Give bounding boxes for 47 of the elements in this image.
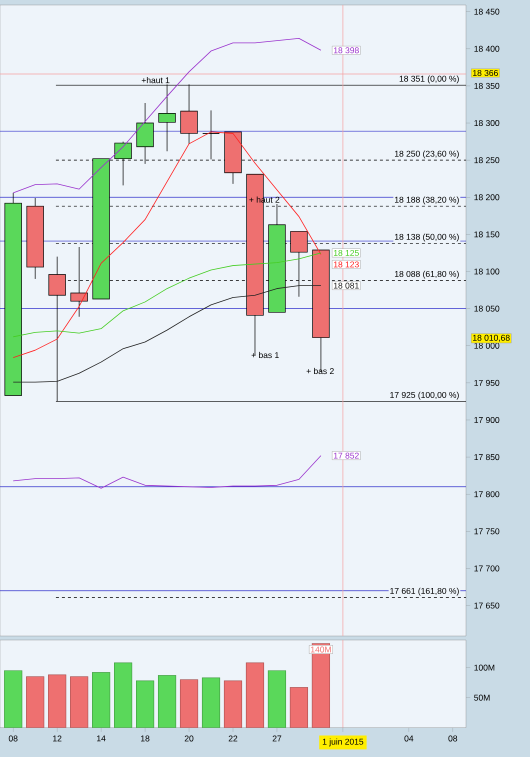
data-label: 140M — [310, 646, 331, 652]
y-tick-label: 18 350 — [474, 82, 500, 89]
data-label: 18 081 — [334, 282, 359, 289]
data-label: 18 125 — [334, 250, 359, 256]
text: 18 010,68 — [473, 334, 510, 342]
ref-line-label: 18 351 (0,00 %) — [400, 75, 459, 84]
data-label: 18 123 — [334, 261, 359, 268]
x-tick-label: 08 — [8, 735, 18, 742]
x-tick-label: 20 — [184, 735, 194, 742]
x-tick-label: 08 — [448, 735, 458, 742]
x-tick-label: 27 — [272, 735, 282, 742]
y-tick-label: 100M — [474, 664, 494, 671]
x-tick-label: 18 — [141, 735, 150, 742]
annotation: +haut 1 — [142, 77, 170, 84]
y-tick-label: 18 300 — [474, 120, 500, 126]
data-label: 18 398 — [334, 47, 359, 54]
data-label: 17 852 — [334, 452, 359, 459]
y-tick-label: 50M — [474, 694, 490, 701]
y-tick-label: 18 100 — [474, 268, 500, 274]
y-tick-label: 18 150 — [474, 231, 500, 238]
annotation: + bas 1 — [252, 352, 279, 358]
y-tick-label: 17 900 — [474, 416, 500, 423]
annotation: + bas 2 — [306, 368, 334, 374]
ref-line-label: 18 188 (38,20 %) — [394, 196, 459, 204]
y-tick-label: 17 700 — [474, 565, 500, 572]
x-tick-label: 04 — [404, 735, 414, 742]
y-tick-label: 18 400 — [474, 46, 500, 52]
y-tick-label: 17 950 — [474, 380, 500, 386]
y-tick-label: 18 000 — [474, 342, 500, 349]
y-tick-label: 18 050 — [474, 306, 500, 312]
y-tick-label: 17 750 — [474, 528, 500, 534]
ref-line-label: 18 138 (50,00 %) — [394, 234, 459, 242]
y-tick-label: 17 800 — [474, 491, 500, 498]
x-tick-label: 22 — [228, 735, 238, 742]
text: 18 366 — [473, 70, 498, 76]
y-tick-label: 18 450 — [474, 8, 500, 15]
ref-line-label: 17 661 (161,80 %) — [390, 588, 459, 596]
x-tick-label: 12 — [53, 735, 62, 742]
ref-line-label: 18 250 (23,60 %) — [394, 150, 459, 158]
ref-line-label: 17 925 (100,00 %) — [390, 392, 459, 400]
y-tick-label: 17 650 — [474, 602, 500, 609]
x-tick-label: 14 — [97, 735, 106, 742]
ref-line-label: 18 088 (61,80 %) — [394, 270, 459, 279]
x-tick-label: 1 juin 2015 — [322, 738, 364, 746]
y-tick-label: 18 200 — [474, 194, 500, 200]
y-tick-label: 18 250 — [474, 157, 500, 164]
y-tick-label: 17 850 — [474, 454, 500, 460]
